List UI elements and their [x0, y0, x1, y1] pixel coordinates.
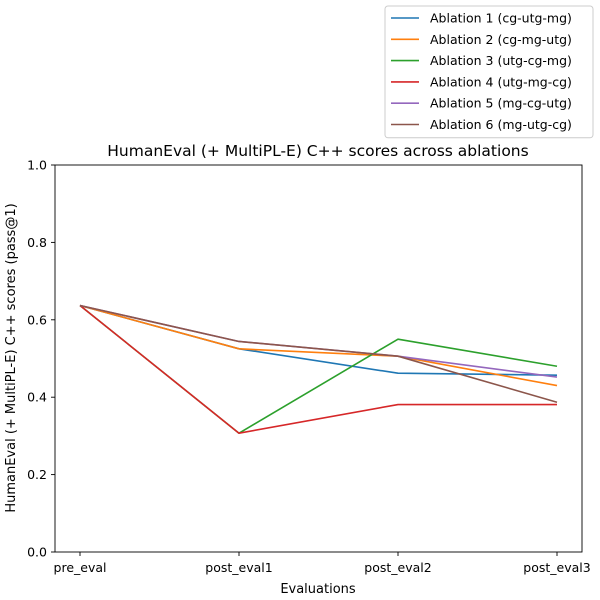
axes-frame: [54, 164, 583, 553]
plot-area: [55, 165, 582, 552]
y-tick-label: 0.4: [27, 390, 47, 405]
x-tick-label: post_eval3: [523, 560, 590, 575]
legend-label-4: Ablation 4 (utg-mg-cg): [430, 74, 572, 89]
axes-layer: 0.0 0.2 0.4 0.6 0.8 1.0 pre_eval post_eval1 post…: [27, 158, 591, 576]
y-tick-label: 1.0: [27, 158, 47, 173]
legend-label-2: Ablation 2 (cg-mg-utg): [430, 32, 572, 47]
series-line-4: [79, 304, 557, 434]
chart-title: HumanEval (+ MultiPL-E) C++ scores acros…: [107, 142, 528, 160]
legend-label-1: Ablation 1 (cg-utg-mg): [430, 11, 572, 26]
y-tick-label: 0.2: [27, 467, 47, 482]
legend: Ablation 1 (cg-utg-mg) Ablation 2 (cg-mg-…: [384, 5, 594, 139]
x-tick-label: post_eval1: [205, 560, 272, 575]
y-axis-label: HumanEval (+ MultiPL-E) C++ scores (pass…: [4, 203, 19, 512]
plot-background: [55, 165, 582, 552]
series-line-6: [79, 304, 558, 403]
x-tick-label: pre_eval: [54, 560, 107, 575]
y-tick-label: 0.6: [27, 312, 47, 327]
x-axis-label: Evaluations: [280, 582, 356, 597]
y-tick-label: 0.8: [27, 235, 47, 250]
series-line-2: [79, 304, 558, 387]
legend-label-5: Ablation 5 (mg-cg-utg): [430, 96, 572, 111]
y-tick-label: 0.0: [27, 545, 47, 560]
series-layer: [79, 304, 558, 434]
legend-box: [384, 5, 594, 139]
legend-label-3: Ablation 3 (utg-cg-mg): [430, 53, 572, 68]
x-tick-label: post_eval2: [364, 560, 431, 575]
legend-label-6: Ablation 6 (mg-utg-cg): [430, 117, 572, 132]
